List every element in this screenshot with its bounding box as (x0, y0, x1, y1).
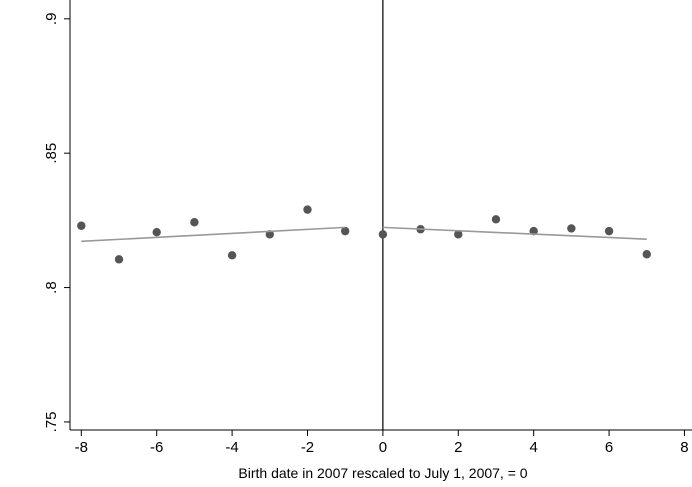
x-tick-label: 2 (454, 439, 462, 456)
data-point (491, 215, 501, 224)
y-tick-label: .9 (43, 13, 60, 26)
y-tick-label: .8 (43, 281, 60, 294)
data-point (454, 230, 463, 239)
data-point (642, 250, 651, 259)
data-point (378, 230, 388, 239)
data-point (340, 226, 350, 236)
data-point (190, 218, 199, 227)
fit-line (81, 226, 346, 243)
x-tick-label: 6 (605, 439, 613, 456)
x-tick-label: -4 (225, 439, 238, 456)
x-tick-label: -6 (150, 439, 163, 456)
x-tick-label: 0 (379, 439, 387, 456)
data-point (604, 226, 614, 236)
x-tick-label: -8 (75, 439, 88, 456)
fit-line (382, 226, 647, 240)
data-point (227, 251, 237, 260)
x-tick-label: 4 (530, 439, 538, 456)
y-tick-label: .75 (43, 412, 60, 433)
x-tick-label: 8 (680, 439, 688, 456)
data-point (303, 205, 312, 214)
x-tick-label: -2 (301, 439, 314, 456)
data-point (114, 255, 124, 264)
data-point (567, 224, 576, 233)
x-axis-label: Birth date in 2007 rescaled to July 1, 2… (238, 465, 527, 481)
y-tick-label: .85 (43, 143, 60, 164)
data-point (152, 228, 161, 237)
data-point (77, 221, 86, 230)
